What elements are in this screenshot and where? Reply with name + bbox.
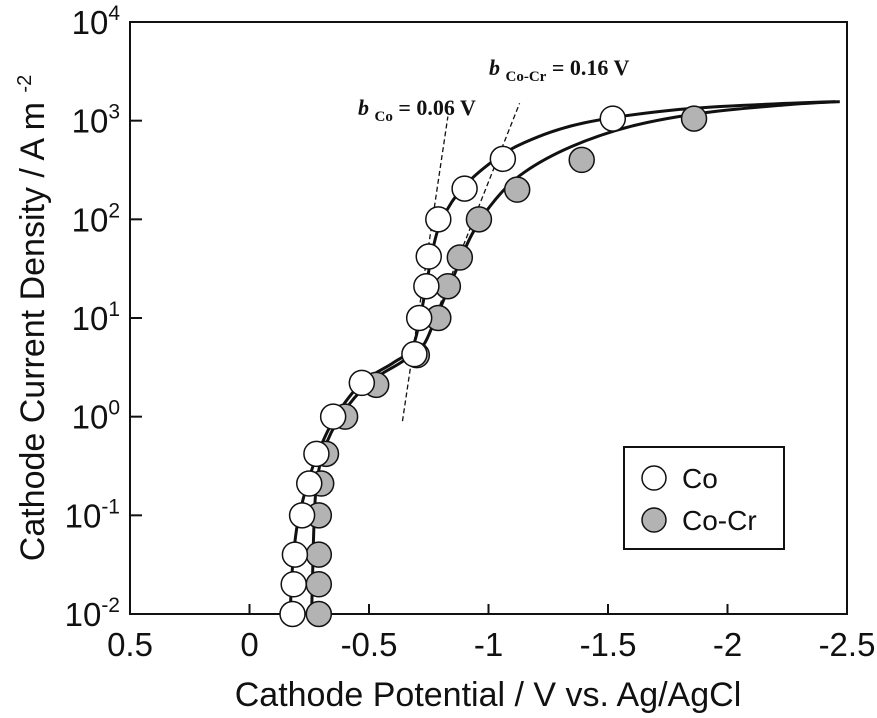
y-axis-title-main: Cathode Current Density / A m bbox=[14, 102, 52, 561]
legend-label-co: Co bbox=[682, 463, 718, 494]
data-point-co bbox=[279, 600, 306, 628]
data-point-co bbox=[451, 175, 478, 202]
legend: Co Co-Cr bbox=[623, 446, 785, 550]
y-tick-label: 10-2 bbox=[65, 594, 120, 633]
annotation-b-co-symbol: b bbox=[358, 95, 369, 120]
annotation-b-co-subscript: Co bbox=[375, 109, 393, 125]
annotation-b-co: b Co = 0.06 V bbox=[358, 95, 476, 126]
data-point-co bbox=[288, 502, 316, 529]
x-tick-label: 0.5 bbox=[107, 626, 153, 663]
y-tick-label-exponent: 3 bbox=[108, 101, 120, 124]
y-tick-label: 100 bbox=[72, 397, 120, 436]
data-point-co-cr bbox=[503, 176, 531, 203]
x-tick-label: -2.5 bbox=[819, 626, 876, 663]
y-tick-label: 101 bbox=[72, 298, 120, 337]
legend-marker-co-cr bbox=[641, 507, 667, 533]
y-tick-label-exponent: -2 bbox=[101, 594, 120, 617]
data-point-co bbox=[281, 541, 309, 568]
y-tick-label-base: 10 bbox=[72, 4, 109, 41]
y-tick-label-exponent: 4 bbox=[108, 2, 120, 25]
y-tick-label-base: 10 bbox=[72, 399, 109, 436]
data-point-co-cr bbox=[568, 146, 595, 174]
x-tick-label: -1 bbox=[474, 626, 503, 663]
data-point-co bbox=[296, 470, 323, 497]
y-tick-label: 104 bbox=[72, 2, 121, 41]
data-point-co bbox=[405, 304, 433, 332]
x-axis-title: Cathode Potential / V vs. Ag/AgCl bbox=[235, 676, 742, 714]
data-point-co-cr bbox=[305, 541, 333, 568]
y-tick-label-base: 10 bbox=[72, 300, 109, 337]
ticks-layer: 0.5 0 -0.5 -1 -1.5 -2 -2.510-210-1100101102103… bbox=[65, 2, 876, 663]
data-point-co bbox=[303, 440, 330, 468]
y-axis-title: Cathode Current Density / A m -2 bbox=[14, 75, 52, 561]
legend-marker-co bbox=[641, 465, 667, 491]
x-tick-label: 0 bbox=[240, 626, 258, 663]
y-tick-label: 102 bbox=[72, 199, 120, 238]
data-points-layer bbox=[279, 105, 708, 628]
data-point-co-cr bbox=[305, 600, 333, 628]
data-point-co bbox=[425, 206, 452, 233]
y-tick-label-base: 10 bbox=[65, 497, 102, 534]
y-tick-label-exponent: 2 bbox=[108, 199, 120, 222]
y-tick-label: 10-1 bbox=[65, 495, 120, 534]
legend-label-co-cr: Co-Cr bbox=[682, 505, 757, 536]
data-point-co bbox=[413, 272, 440, 300]
y-axis-title-exponent: -2 bbox=[14, 75, 36, 93]
y-tick-label-exponent: 1 bbox=[108, 298, 120, 321]
y-tick-label-base: 10 bbox=[72, 201, 109, 238]
data-point-co-cr bbox=[680, 105, 708, 132]
x-tick-label: -1.5 bbox=[580, 626, 637, 663]
annotation-b-cocr-symbol: b bbox=[489, 55, 500, 80]
data-point-co bbox=[348, 369, 376, 397]
x-tick-label: -0.5 bbox=[341, 626, 398, 663]
data-point-co bbox=[401, 340, 428, 368]
data-point-co bbox=[280, 571, 307, 598]
data-point-co bbox=[489, 145, 517, 173]
data-point-co bbox=[415, 243, 442, 270]
annotation-b-co-value: = 0.06 V bbox=[398, 95, 476, 120]
y-tick-label-exponent: 0 bbox=[108, 397, 120, 420]
data-point-co bbox=[319, 403, 347, 430]
y-tick-label-exponent: -1 bbox=[101, 495, 120, 518]
y-tick-label-base: 10 bbox=[72, 103, 109, 140]
data-point-co-cr bbox=[305, 571, 333, 598]
data-point-co bbox=[599, 105, 627, 132]
data-point-co-cr bbox=[446, 244, 474, 271]
tafel-line-b-co-cr bbox=[418, 103, 521, 358]
annotation-b-cocr-subscript: Co-Cr bbox=[506, 69, 547, 85]
y-tick-label: 103 bbox=[72, 101, 120, 140]
x-tick-label: -2 bbox=[713, 626, 742, 663]
data-point-co-cr bbox=[465, 206, 493, 233]
annotation-b-cocr: b Co-Cr = 0.16 V bbox=[489, 55, 629, 86]
y-tick-label-base: 10 bbox=[65, 596, 102, 633]
annotation-b-cocr-value: = 0.16 V bbox=[552, 55, 630, 80]
